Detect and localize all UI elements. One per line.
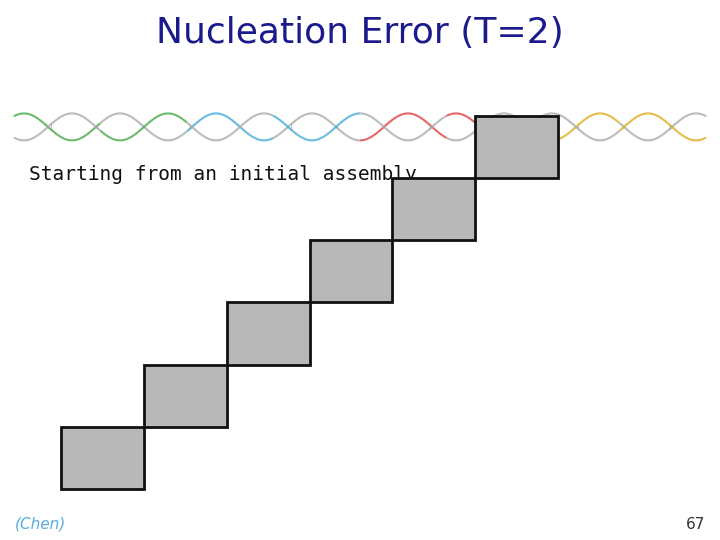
Bar — [61, 427, 144, 489]
Bar — [392, 178, 475, 240]
Bar — [144, 364, 227, 427]
Text: Nucleation Error (T=2): Nucleation Error (T=2) — [156, 16, 564, 50]
Bar — [310, 240, 392, 302]
Text: Starting from an initial assembly: Starting from an initial assembly — [29, 165, 417, 184]
Bar — [227, 302, 310, 364]
Text: (Chen): (Chen) — [14, 517, 66, 532]
Bar — [475, 116, 558, 178]
Text: 67: 67 — [686, 517, 706, 532]
